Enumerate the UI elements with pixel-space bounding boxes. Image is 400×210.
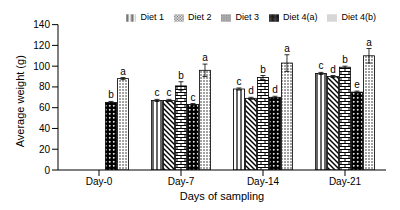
- svg-text:Day-0: Day-0: [86, 176, 113, 187]
- html-text:Diet 4(a): Diet 4(a): [283, 12, 318, 22]
- svg-text:a: a: [366, 37, 372, 48]
- svg-text:b: b: [260, 64, 266, 75]
- svg-text:100: 100: [33, 61, 50, 72]
- svg-text:c: c: [154, 87, 159, 98]
- svg-text:Day-14: Day-14: [247, 176, 280, 187]
- svg-text:b: b: [178, 70, 184, 81]
- svg-text:a: a: [284, 43, 290, 54]
- svg-text:c: c: [166, 87, 171, 98]
- svg-text:Average weight (g): Average weight (g): [14, 55, 26, 147]
- svg-text:0: 0: [44, 165, 50, 176]
- svg-text:b: b: [108, 89, 114, 100]
- svg-text:d: d: [330, 64, 336, 75]
- svg-text:60: 60: [39, 102, 51, 113]
- svg-text:140: 140: [33, 19, 50, 30]
- svg-text:Day-21: Day-21: [329, 176, 362, 187]
- html-text:Diet 2: Diet 2: [187, 12, 212, 22]
- svg-text:d: d: [248, 85, 254, 96]
- svg-text:e: e: [354, 79, 360, 90]
- svg-text:Day-7: Day-7: [168, 176, 195, 187]
- svg-text:a: a: [202, 52, 208, 63]
- svg-text:c: c: [190, 92, 195, 103]
- svg-text:d: d: [272, 84, 278, 95]
- svg-text:c: c: [318, 60, 323, 71]
- html-text:Diet 3: Diet 3: [235, 12, 259, 22]
- svg-text:40: 40: [39, 123, 51, 134]
- svg-text:b: b: [342, 54, 348, 65]
- svg-text:80: 80: [39, 81, 51, 92]
- html-text:Diet 4(b): Diet 4(b): [341, 12, 376, 22]
- svg-text:c: c: [236, 76, 241, 87]
- svg-text:20: 20: [39, 144, 51, 155]
- svg-text:Days of sampling: Days of sampling: [180, 190, 264, 202]
- svg-text:120: 120: [33, 40, 50, 51]
- html-text:Diet 1: Diet 1: [140, 12, 164, 22]
- svg-text:a: a: [120, 66, 126, 77]
